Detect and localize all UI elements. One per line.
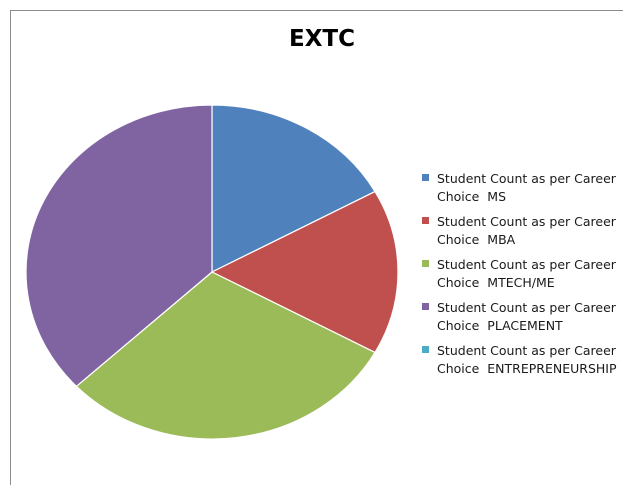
legend-item-2: Student Count as per Career Choice MBA <box>422 213 623 256</box>
legend-label-line: Choice MTECH/ME <box>437 275 555 290</box>
pie-slice-1 <box>211 104 376 273</box>
legend-item-4: Student Count as per Career Choice PLACEM… <box>422 299 623 342</box>
legend-label: Student Count as per Career Choice MBA <box>437 213 616 249</box>
chart-title: EXTC <box>288 26 355 52</box>
legend-label-line: Student Count as per Career <box>437 171 616 186</box>
legend-label-line: Student Count as per Career <box>437 300 616 315</box>
legend-item-3: Student Count as per Career Choice MTECH/… <box>422 256 623 299</box>
legend-swatch <box>422 174 429 181</box>
legend-label: Student Count as per Career Choice MS <box>437 170 616 206</box>
legend-label: Student Count as per Career Choice PLACEM… <box>437 299 616 335</box>
legend-swatch <box>422 346 429 353</box>
legend-label-line: Student Count as per Career <box>437 257 616 272</box>
pie-slice-3 <box>75 271 376 440</box>
legend-swatch <box>422 303 429 310</box>
legend-label-line: Student Count as per Career <box>437 343 616 358</box>
legend-swatch <box>422 217 429 224</box>
legend: Student Count as per Career Choice MS Stud… <box>422 170 623 385</box>
legend-item-5: Student Count as per Career Choice ENTREP… <box>422 342 623 385</box>
pie-slice-2 <box>210 190 399 354</box>
pie-slice-4 <box>25 104 213 388</box>
legend-label-line: Choice MS <box>437 189 507 204</box>
legend-item-1: Student Count as per Career Choice MS <box>422 170 623 213</box>
legend-swatch <box>422 260 429 267</box>
legend-label-line: Choice PLACEMENT <box>437 318 563 333</box>
legend-label-line: Student Count as per Career <box>437 214 616 229</box>
legend-label: Student Count as per Career Choice ENTREP… <box>437 342 617 378</box>
legend-label-line: Choice MBA <box>437 232 516 247</box>
legend-label: Student Count as per Career Choice MTECH/… <box>437 256 616 292</box>
legend-label-line: Choice ENTREPRENEURSHIP <box>437 361 617 376</box>
